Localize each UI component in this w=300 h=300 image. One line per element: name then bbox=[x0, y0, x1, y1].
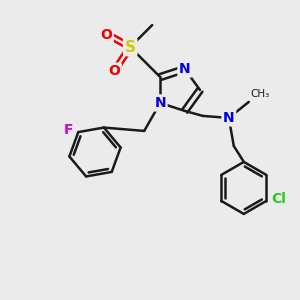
Text: F: F bbox=[64, 123, 73, 137]
Text: O: O bbox=[100, 28, 112, 42]
Text: N: N bbox=[154, 96, 166, 110]
Text: Cl: Cl bbox=[271, 192, 286, 206]
Text: O: O bbox=[108, 64, 120, 78]
Text: S: S bbox=[125, 40, 136, 55]
Text: N: N bbox=[179, 62, 190, 76]
Text: CH₃: CH₃ bbox=[251, 89, 270, 99]
Text: N: N bbox=[223, 111, 235, 125]
